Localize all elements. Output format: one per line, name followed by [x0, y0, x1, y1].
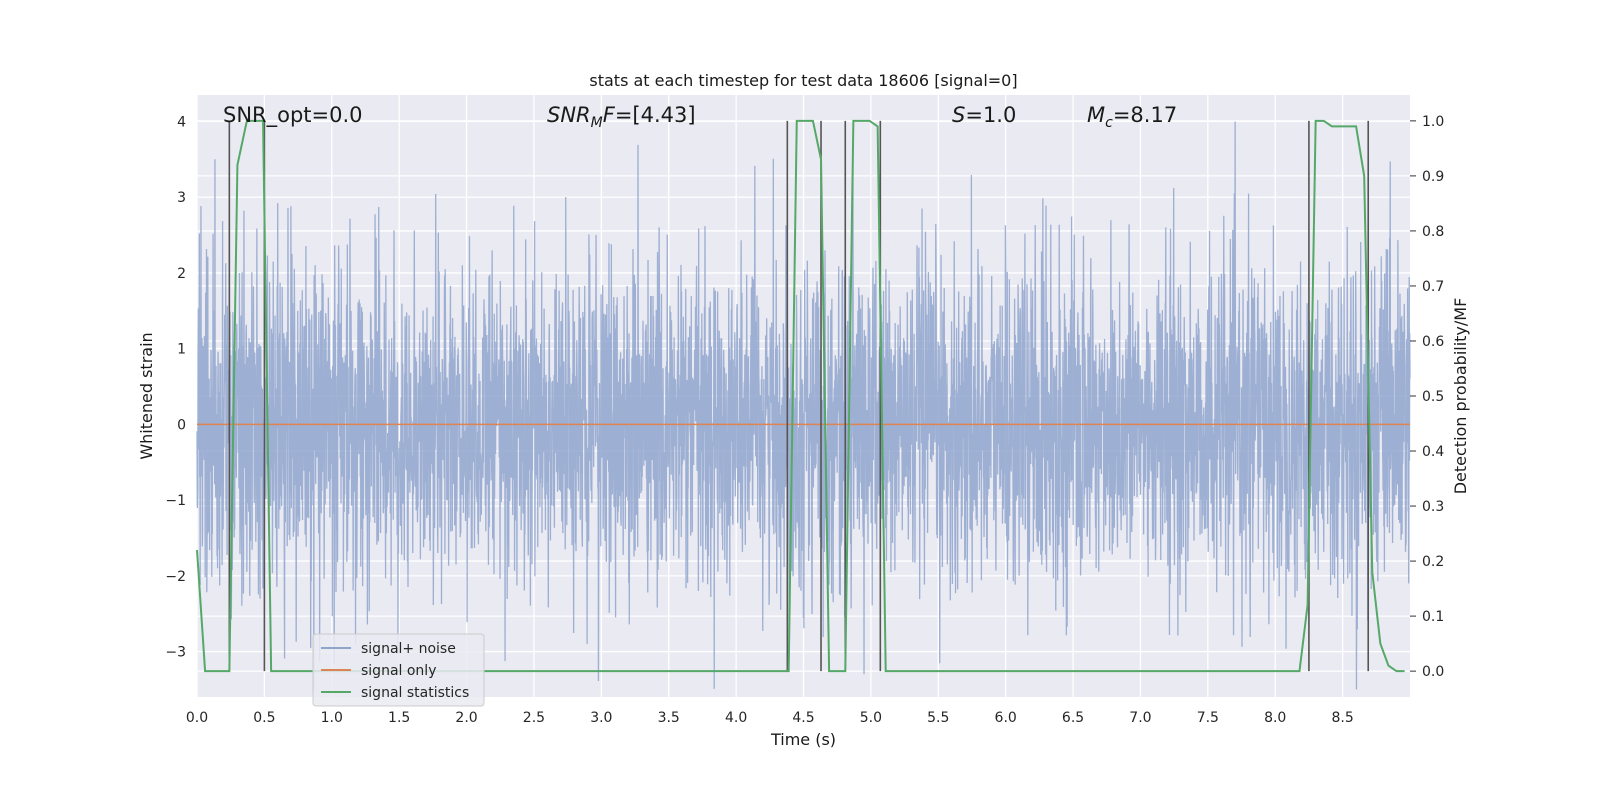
annotation-mc-base: M: [1087, 103, 1105, 127]
annotation-snr-mf-sub: M: [591, 115, 603, 131]
legend-label: signal+ noise: [361, 641, 456, 657]
y-axis-left-label: Whitened strain: [137, 332, 156, 459]
y-right-tick-label: 0.9: [1422, 169, 1444, 185]
signal-noise-line: [196, 121, 1411, 690]
x-tick-label: 3.5: [658, 710, 680, 726]
chart-title: stats at each timestep for test data 186…: [589, 71, 1017, 90]
x-tick-label: 7.0: [1129, 710, 1151, 726]
annotation-s-value: =1.0: [965, 103, 1016, 127]
legend-box: [312, 633, 485, 707]
y-right-tick-label: 0.4: [1422, 444, 1444, 460]
x-axis-label: Time (s): [770, 730, 836, 749]
legend: signal+ noise signal only signal statistic…: [312, 633, 485, 707]
x-tick-label: 7.5: [1197, 710, 1219, 726]
x-tick-label: 8.5: [1331, 710, 1353, 726]
x-tick-label: 2.0: [455, 710, 477, 726]
x-tick-label: 1.0: [321, 710, 343, 726]
x-tick-label: 0.5: [253, 710, 275, 726]
signal-statistics-series: [196, 119, 1405, 673]
x-tick-label: 5.5: [927, 710, 949, 726]
legend-label: signal statistics: [361, 685, 469, 701]
y-right-tick-label: 0.0: [1422, 664, 1444, 680]
annotation-snr-mf-value: =[4.43]: [615, 103, 696, 127]
x-tick-label: 4.0: [725, 710, 747, 726]
legend-label: signal only: [361, 663, 436, 679]
y-right-tick-label: 0.7: [1422, 279, 1444, 295]
legend-entries: signal+ noise signal only signal statistic…: [321, 641, 469, 701]
x-tick-label: 6.5: [1062, 710, 1084, 726]
x-tick-label: 2.5: [523, 710, 545, 726]
annotation-s-symbol: S: [952, 103, 965, 127]
y-right-tick-label: 0.6: [1422, 334, 1444, 350]
y-left-tick-label: 1: [177, 342, 186, 358]
annotation-s: S=1.0: [952, 103, 1016, 127]
signal-statistics-line: [196, 119, 1405, 673]
y-right-tick-label: 0.8: [1422, 224, 1444, 240]
y-left-tick-label: 4: [177, 115, 186, 131]
annotation-snr-opt: SNR_opt=0.0: [223, 103, 363, 128]
annotation-mc: Mc=8.17: [1087, 103, 1177, 131]
y-left-tick-label: −3: [165, 645, 186, 661]
annotation-snr-mf-tail: F: [603, 103, 616, 127]
y-right-tick-label: 0.5: [1422, 389, 1444, 405]
x-tick-label: 5.0: [860, 710, 882, 726]
x-tick-label: 4.5: [792, 710, 814, 726]
y-right-tick-label: 0.1: [1422, 609, 1444, 625]
y-left-tick-label: 2: [177, 266, 186, 282]
signal-noise-series: [196, 121, 1411, 690]
y-axis-left-ticks: −3 −2 −1 0 1 2 3 4: [165, 115, 186, 661]
y-axis-right-ticks: 0.0 0.1 0.2 0.3 0.4 0.5 0.6 0.7 0.8 0.9 1.0: [1410, 114, 1444, 680]
x-tick-label: 3.0: [590, 710, 612, 726]
x-tick-label: 0.0: [186, 710, 208, 726]
y-left-tick-label: 0: [177, 417, 186, 433]
annotation-snr-mf-base: SNR: [547, 103, 591, 127]
x-tick-label: 1.5: [388, 710, 410, 726]
x-axis-ticks: 0.0 0.5 1.0 1.5 2.0 2.5 3.0 3.5 4.0 4.5 5.0 5.5 6.0 6…: [186, 710, 1354, 726]
y-axis-right-label: Detection probability/MF: [1451, 298, 1470, 495]
y-right-tick-label: 1.0: [1422, 114, 1444, 130]
y-right-tick-label: 0.2: [1422, 554, 1444, 570]
annotation-snr-mf: SNRMF=[4.43]: [547, 103, 696, 131]
x-tick-label: 8.0: [1264, 710, 1286, 726]
y-left-tick-label: −1: [165, 493, 186, 509]
annotation-mc-value: =8.17: [1113, 103, 1177, 127]
annotation-mc-sub: c: [1105, 115, 1113, 131]
y-left-tick-label: −2: [165, 569, 186, 585]
y-right-tick-label: 0.3: [1422, 499, 1444, 515]
x-tick-label: 6.0: [995, 710, 1017, 726]
y-left-tick-label: 3: [177, 190, 186, 206]
